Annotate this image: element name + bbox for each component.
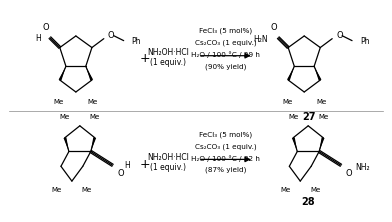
Text: Me: Me [52, 187, 62, 193]
Text: H₂O / 100 °C / 29 h: H₂O / 100 °C / 29 h [191, 51, 260, 58]
Text: FeCl₃ (5 mol%): FeCl₃ (5 mol%) [199, 28, 252, 34]
Polygon shape [91, 137, 96, 151]
Text: H₂O / 100 °C / 32 h: H₂O / 100 °C / 32 h [191, 155, 260, 162]
Text: Me: Me [88, 99, 98, 105]
Text: (87% yield): (87% yield) [205, 167, 247, 174]
Text: Cs₂CO₃ (1 equiv.): Cs₂CO₃ (1 equiv.) [195, 40, 257, 46]
Text: O: O [43, 23, 49, 32]
Polygon shape [319, 137, 325, 151]
Text: H₂N: H₂N [254, 35, 268, 44]
Text: Cs₂CO₃ (1 equiv.): Cs₂CO₃ (1 equiv.) [195, 143, 257, 150]
Text: NH₂OH·HCl: NH₂OH·HCl [147, 153, 189, 162]
Text: (1 equiv.): (1 equiv.) [150, 163, 186, 172]
Polygon shape [287, 66, 294, 81]
Text: Me: Me [318, 114, 328, 120]
Text: Me: Me [282, 99, 292, 105]
Text: Me: Me [90, 114, 100, 120]
Text: O: O [118, 169, 124, 178]
Text: Me: Me [82, 187, 92, 193]
Text: O: O [336, 31, 343, 40]
Text: NH₂OH·HCl: NH₂OH·HCl [147, 48, 189, 57]
Text: (1 equiv.): (1 equiv.) [150, 58, 186, 67]
Polygon shape [292, 137, 297, 151]
Text: Me: Me [316, 99, 327, 105]
Text: Me: Me [60, 114, 70, 120]
Polygon shape [86, 66, 93, 81]
Text: Me: Me [310, 187, 320, 193]
Text: O: O [108, 31, 114, 40]
Polygon shape [59, 66, 66, 81]
Text: Me: Me [288, 114, 298, 120]
Text: Ph: Ph [360, 37, 370, 46]
Text: +: + [140, 52, 151, 65]
Text: Ph: Ph [132, 37, 141, 46]
Text: (90% yield): (90% yield) [205, 63, 247, 70]
Polygon shape [314, 66, 321, 81]
Text: 28: 28 [301, 197, 315, 207]
Text: +: + [140, 158, 151, 171]
Text: FeCl₃ (5 mol%): FeCl₃ (5 mol%) [199, 131, 252, 138]
Text: O: O [271, 23, 278, 32]
Text: H: H [125, 161, 130, 170]
Polygon shape [64, 137, 69, 151]
Text: NH₂: NH₂ [355, 163, 370, 172]
Text: 27: 27 [303, 112, 316, 122]
Text: Me: Me [280, 187, 290, 193]
Text: Me: Me [54, 99, 64, 105]
Text: H: H [35, 34, 41, 43]
Text: O: O [346, 169, 352, 178]
